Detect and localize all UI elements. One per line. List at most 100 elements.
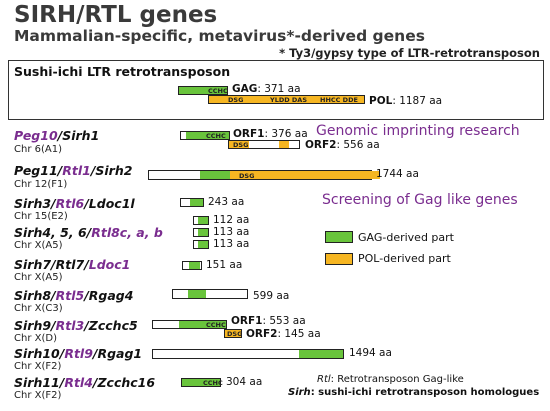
pol-segment [229, 141, 249, 148]
peg11-length: 1744 aa [376, 168, 419, 180]
gene-name-part: /Rgag4 [84, 288, 134, 303]
sushi-cchc-label: CCHC [208, 87, 228, 95]
sushi-pol-domain: DSG [228, 96, 244, 104]
gene-name-part: Ldoc1 [88, 257, 131, 272]
sirh4-bar [193, 216, 209, 225]
chromosome-sirh11: Chr X(F2) [14, 390, 62, 401]
sirh5-bar [193, 228, 209, 237]
chromosome-sirh3: Chr 15(E2) [14, 211, 68, 222]
sushi-gag-name: GAG [232, 83, 258, 95]
sirh10-bar [152, 349, 344, 359]
peg10-orf2-label: ORF2: 556 aa [305, 139, 380, 151]
gag-segment [188, 290, 206, 298]
sirh9-orf1-bar: CCHC [152, 320, 227, 329]
gag-segment [190, 199, 203, 206]
sirh3-length: 243 aa [208, 196, 245, 208]
chromosome-sirh7: Chr X(A5) [14, 272, 63, 283]
sirh6-length: 113 aa [213, 238, 250, 250]
chromosome-sirh8: Chr X(C3) [14, 303, 63, 314]
gene-name-part: Rtl5 [55, 288, 85, 303]
gene-name-part: Sirh8/ [14, 288, 56, 303]
sirh7-bar [182, 261, 202, 270]
legend-pol-label: POL-derived part [358, 252, 451, 265]
section-screening: Screening of Gag like genes [322, 192, 518, 208]
footnote-sirh-term: Sirh [288, 387, 311, 398]
peg11-bar: DSG [148, 170, 380, 180]
gene-name-part: Peg10 [14, 128, 58, 143]
gene-name-part: Rtl6 [55, 196, 85, 211]
page-title: SIRH/RTL genes [14, 2, 218, 28]
sirh6-bar [193, 240, 209, 249]
footnote-sirh: Sirh: sushi-ichi retrotransposon homolog… [288, 387, 539, 398]
sushi-pol-name: POL [369, 95, 393, 107]
sirh9-orf1-name: ORF1 [231, 315, 263, 327]
gene-name-part: Rtl4 [64, 375, 93, 390]
gene-name-part: Rtl1 [62, 163, 91, 178]
section-imprinting: Genomic imprinting research [316, 123, 520, 139]
sirh9-orf2-bar: DSG [224, 329, 242, 338]
gag-segment [205, 132, 229, 139]
sirh9-orf1-label: ORF1: 553 aa [231, 315, 306, 327]
sushi-pol-length: : 1187 aa [392, 95, 443, 107]
gene-name-part: /Sirh1 [57, 128, 100, 143]
sirh11-cchc-label: CCHC [203, 379, 223, 387]
gene-name-part: /Rgag1 [92, 346, 143, 361]
gene-name-part: Sirh3/ [14, 196, 56, 211]
gene-name-sirh3: Sirh3/Rtl6/Ldoc1l [14, 196, 135, 211]
footnote-rtl: Rtl: Retrotransposon Gag-like [317, 374, 464, 385]
sirh10-length: 1494 aa [349, 347, 392, 359]
gag-segment [198, 229, 208, 236]
sushi-pol-domain: YLDD DAS [270, 96, 308, 104]
gag-segment [189, 262, 200, 269]
sirh8-bar [172, 289, 248, 299]
gene-name-part: Rtl9 [64, 346, 93, 361]
peg10-orf1-bar: CCHC [180, 131, 230, 140]
sirh7-length: 151 aa [206, 259, 243, 271]
sushi-gag-bar: CCHC [178, 86, 228, 95]
sushi-pol-label: POL: 1187 aa [369, 95, 442, 107]
sirh5-length: 113 aa [213, 226, 250, 238]
gene-name-sirh7: Sirh7/Rtl7/Ldoc1 [14, 257, 130, 272]
gene-name-peg10: Peg10/Sirh1 [14, 128, 99, 143]
gene-name-part: / [57, 163, 63, 178]
sirh11-bar: CCHC [181, 378, 223, 387]
gene-name-sirh456: Sirh4, 5, 6/Rtl8c, a, b [14, 225, 163, 240]
sirh3-bar [180, 198, 204, 207]
sushi-gag-length: : 371 aa [257, 83, 301, 95]
sirh9-dsg-label: DSG [227, 330, 243, 338]
gene-name-sirh8: Sirh8/Rtl5/Rgag4 [14, 288, 133, 303]
peg11-dsg-label: DSG [239, 172, 255, 180]
footnote-rtl-term: Rtl [317, 374, 331, 385]
sirh9-orf2-length: : 145 aa [277, 328, 321, 340]
gene-name-part: Sirh11/ [14, 375, 65, 390]
chromosome-sirh456: Chr X(A5) [14, 240, 63, 251]
sirh9-orf2-name: ORF2 [246, 328, 278, 340]
sirh9-orf2-label: ORF2: 145 aa [246, 328, 321, 340]
gene-name-part: Peg11 [14, 163, 58, 178]
sushi-ichi-box [8, 60, 544, 120]
gene-name-sirh11: Sirh11/Rtl4/Zcchc16 [14, 375, 155, 390]
sirh9-cchc-label: CCHC [206, 321, 226, 329]
pol-segment [230, 171, 380, 179]
peg10-orf2-bar: DSG [228, 140, 300, 149]
sirh11-length: 304 aa [226, 376, 263, 388]
peg10-orf1-label: ORF1: 376 aa [233, 128, 308, 140]
sushi-pol-domain: HHCC DDE [320, 96, 358, 104]
sirh9-orf1-length: : 553 aa [262, 315, 306, 327]
chromosome-peg10: Chr 6(A1) [14, 144, 62, 155]
gene-name-sirh9: Sirh9/Rtl3/Zcchc5 [14, 318, 138, 333]
legend-pol-swatch [325, 253, 353, 265]
gene-name-part: /Sirh2 [90, 163, 133, 178]
chromosome-sirh10: Chr X(F2) [14, 361, 62, 372]
gene-name-part: Rtl3 [55, 318, 85, 333]
footnote-rtl-def: : Retrotransposon Gag-like [330, 374, 464, 385]
gene-name-peg11: Peg11/Rtl1/Sirh2 [14, 163, 132, 178]
peg10-orf2-name: ORF2 [305, 139, 337, 151]
gene-name-part: Sirh9/ [14, 318, 56, 333]
peg10-orf1-length: : 376 aa [264, 128, 308, 140]
gene-name-part: /Zcchc16 [92, 375, 156, 390]
gene-name-part: Rtl8c, a, b [91, 225, 163, 240]
gag-segment [186, 132, 205, 139]
gag-segment [198, 217, 208, 224]
sirh4-length: 112 aa [213, 214, 250, 226]
